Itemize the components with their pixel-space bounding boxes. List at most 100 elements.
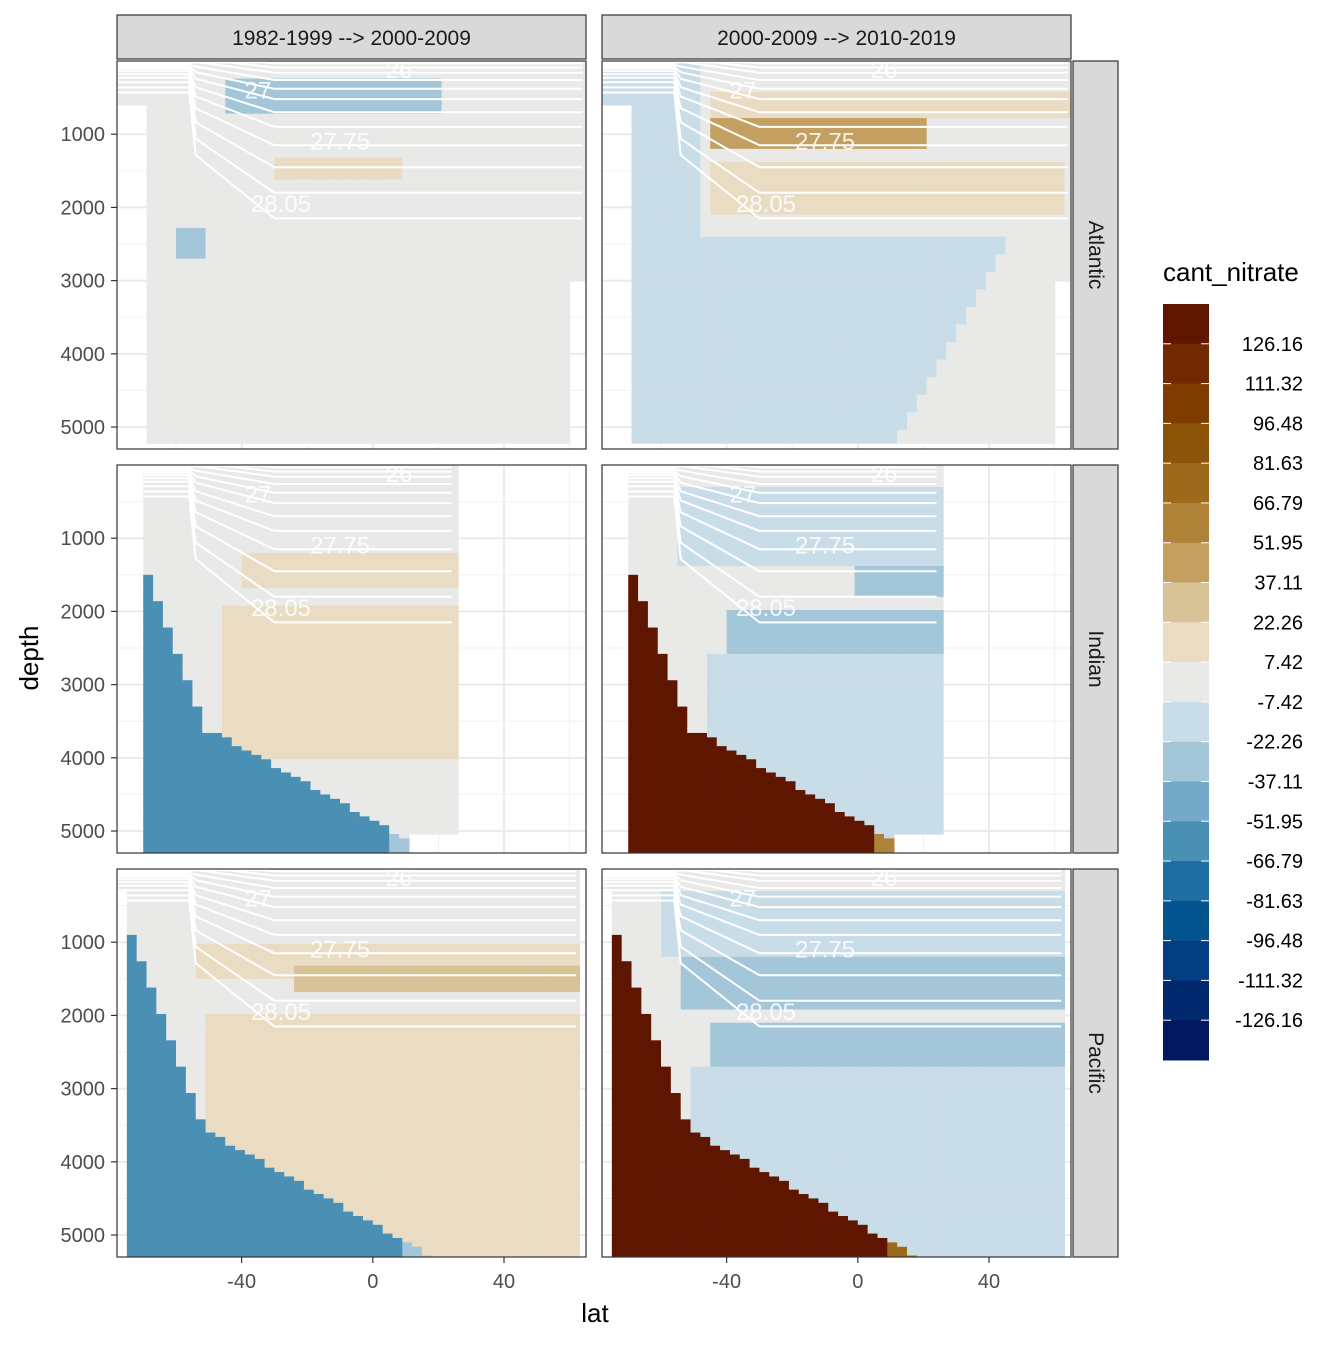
field-cell	[501, 245, 511, 250]
field-cell	[343, 197, 353, 202]
field-cell	[255, 417, 265, 422]
field-cell	[481, 439, 491, 444]
field-cell	[691, 289, 701, 294]
field-cell	[520, 272, 530, 277]
field-cell	[412, 206, 422, 211]
field-cell	[274, 311, 284, 316]
field-cell	[461, 404, 471, 409]
field-cell	[156, 197, 166, 202]
field-cell	[176, 228, 186, 233]
field-cell	[471, 92, 481, 97]
field-cell	[491, 232, 501, 237]
field-cell	[520, 325, 530, 330]
field-cell	[710, 219, 720, 224]
field-cell	[166, 368, 176, 373]
field-cell	[560, 114, 570, 119]
field-cell	[353, 412, 363, 417]
field-cell	[579, 263, 589, 268]
field-cell	[206, 368, 216, 373]
field-cell	[225, 325, 235, 330]
field-cell	[579, 114, 589, 119]
field-cell	[691, 307, 701, 312]
field-cell	[206, 219, 216, 224]
field-cell	[720, 294, 730, 299]
field-cell	[324, 434, 334, 439]
field-cell	[206, 171, 216, 176]
field-cell	[186, 386, 196, 391]
field-cell	[700, 417, 710, 422]
field-cell	[333, 430, 343, 435]
field-cell	[147, 298, 157, 303]
field-cell	[720, 373, 730, 378]
field-cell	[196, 184, 206, 189]
field-cell	[284, 373, 294, 378]
field-cell	[710, 153, 720, 158]
field-cell	[471, 395, 481, 400]
field-cell	[422, 237, 432, 242]
field-cell	[314, 421, 324, 426]
field-cell	[641, 105, 651, 110]
field-cell	[530, 307, 540, 312]
field-cell	[147, 131, 157, 136]
field-cell	[651, 237, 661, 242]
field-cell	[641, 399, 651, 404]
field-cell	[730, 360, 740, 365]
field-cell	[452, 412, 462, 417]
field-cell	[147, 122, 157, 127]
field-cell	[186, 364, 196, 369]
field-cell	[245, 364, 255, 369]
field-cell	[324, 202, 334, 207]
field-cell	[432, 395, 442, 400]
field-cell	[461, 320, 471, 325]
field-cell	[333, 329, 343, 334]
field-cell	[661, 276, 671, 281]
field-cell	[651, 105, 661, 110]
field-cell	[730, 421, 740, 426]
field-cell	[166, 421, 176, 426]
field-cell	[700, 430, 710, 435]
field-cell	[671, 434, 681, 439]
field-cell	[691, 105, 701, 110]
field-cell	[156, 210, 166, 215]
field-cell	[681, 426, 691, 431]
field-cell	[740, 149, 750, 154]
field-cell	[530, 430, 540, 435]
field-cell	[442, 206, 452, 211]
field-cell	[314, 276, 324, 281]
field-cell	[333, 241, 343, 246]
field-cell	[402, 175, 412, 180]
field-cell	[641, 426, 651, 431]
field-cell	[412, 254, 422, 259]
field-cell	[520, 250, 530, 255]
field-cell	[461, 390, 471, 395]
field-cell	[511, 206, 521, 211]
field-cell	[196, 439, 206, 444]
field-cell	[255, 390, 265, 395]
field-cell	[700, 355, 710, 360]
field-cell	[314, 390, 324, 395]
field-cell	[343, 408, 353, 413]
field-cell	[520, 390, 530, 395]
field-cell	[402, 250, 412, 255]
field-cell	[314, 351, 324, 356]
field-cell	[383, 417, 393, 422]
field-cell	[206, 245, 216, 250]
field-cell	[412, 360, 422, 365]
field-cell	[343, 83, 353, 88]
field-cell	[461, 351, 471, 356]
field-cell	[186, 276, 196, 281]
field-cell	[540, 399, 550, 404]
field-cell	[363, 114, 373, 119]
field-cell	[661, 184, 671, 189]
field-cell	[255, 360, 265, 365]
field-cell	[294, 105, 304, 110]
field-cell	[641, 382, 651, 387]
field-cell	[402, 368, 412, 373]
field-cell	[579, 210, 589, 215]
field-cell	[641, 144, 651, 149]
field-cell	[681, 250, 691, 255]
field-cell	[570, 250, 580, 255]
field-cell	[147, 101, 157, 106]
field-cell	[314, 439, 324, 444]
field-cell	[641, 96, 651, 101]
